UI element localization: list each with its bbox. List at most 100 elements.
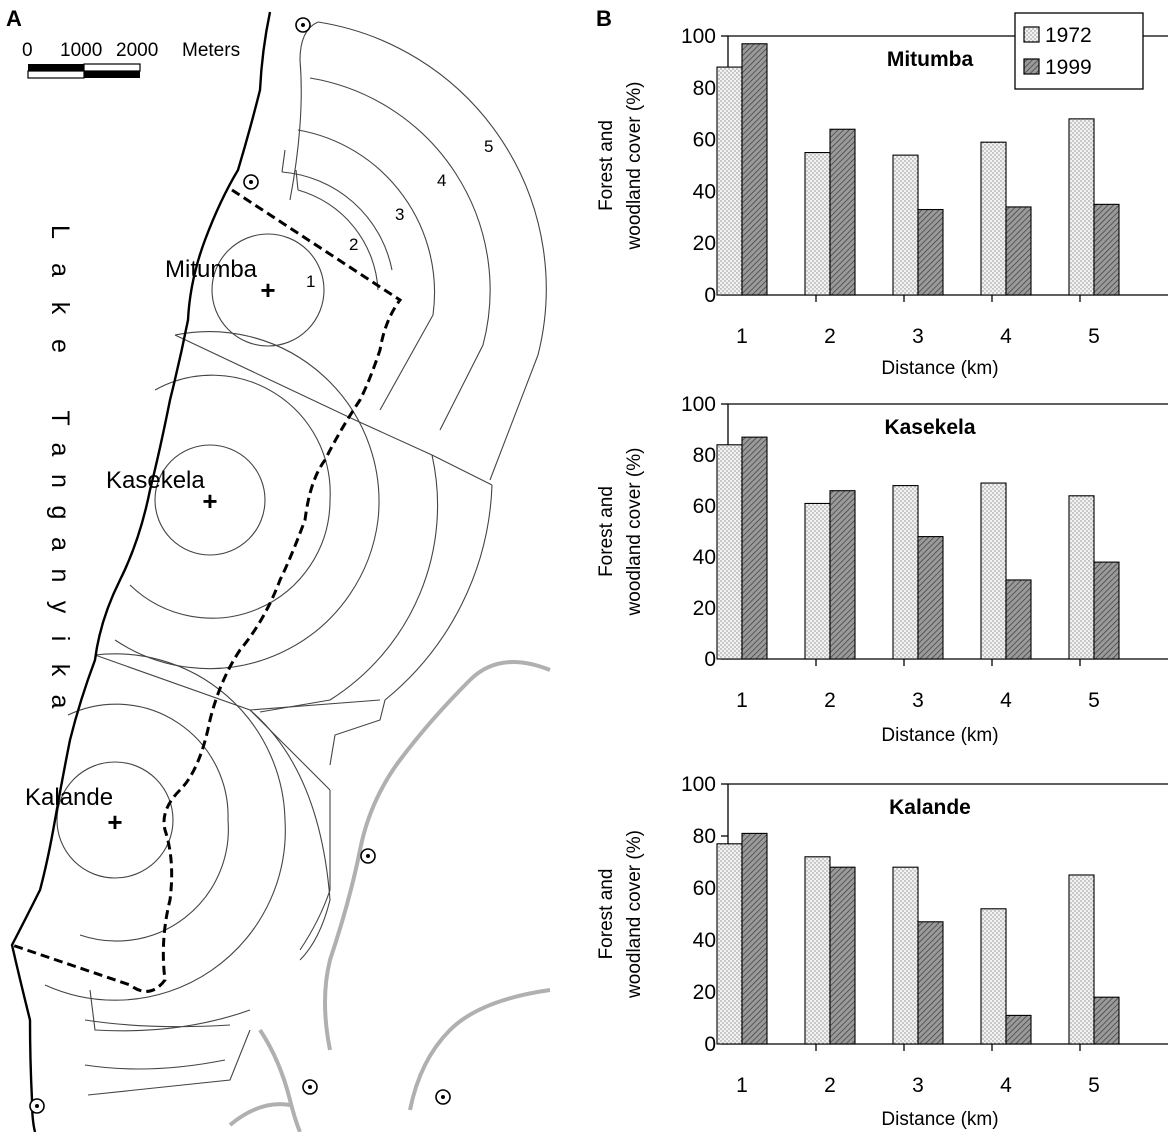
lake-name-letter: i bbox=[46, 636, 74, 642]
bar-1972-4 bbox=[980, 908, 1007, 1045]
river bbox=[258, 1028, 302, 1132]
y-tick-label: 20 bbox=[693, 981, 716, 1004]
bar-1972-2 bbox=[804, 152, 831, 296]
scale-tick-2000: 2000 bbox=[116, 40, 158, 61]
ring-kalande-1 bbox=[56, 761, 174, 879]
ring-kasekela-4 bbox=[259, 454, 439, 713]
ring-mitumba-2b bbox=[281, 171, 393, 271]
village-marker bbox=[243, 174, 259, 190]
study-area-map: A 0 1000 2000 Meters La k e Ta n g a n y i k a bbox=[6, 6, 551, 1132]
bar-1999-2 bbox=[829, 490, 856, 660]
village-marker bbox=[360, 848, 376, 864]
community-label-kasekela: Kasekela bbox=[106, 467, 205, 494]
ring-mitumba-1 bbox=[211, 233, 325, 347]
y-tick-label: 60 bbox=[693, 495, 716, 518]
sector-divider bbox=[94, 654, 331, 791]
ring-mitumba-3 bbox=[297, 129, 436, 411]
legend-label-1999: 1999 bbox=[1045, 56, 1092, 79]
lake-name-letter: e bbox=[46, 339, 74, 353]
lake-shoreline bbox=[10, 11, 272, 1132]
lake-name-letter: a bbox=[46, 537, 74, 551]
bar-1999-3 bbox=[917, 921, 944, 1045]
y-tick-label: 40 bbox=[693, 929, 716, 952]
ring-mitumba-5 bbox=[317, 21, 547, 481]
legend-swatch-1972 bbox=[1023, 26, 1040, 43]
scale-segment bbox=[27, 70, 85, 79]
y-axis-label: Forest and bbox=[596, 120, 617, 211]
x-axis-label: Distance (km) bbox=[881, 358, 998, 379]
scale-segment bbox=[28, 64, 84, 71]
bar-1972-1 bbox=[716, 843, 743, 1045]
village-marker bbox=[302, 1079, 318, 1095]
y-tick-label: 40 bbox=[693, 546, 716, 569]
legend-label-1972: 1972 bbox=[1045, 24, 1092, 47]
scale-tick-1000: 1000 bbox=[60, 40, 102, 61]
x-axis-label: Distance (km) bbox=[881, 1109, 998, 1130]
bar-1972-5 bbox=[1068, 495, 1095, 660]
sector-divider bbox=[249, 699, 381, 711]
y-axis-label: woodland cover (%) bbox=[624, 448, 645, 617]
community-label-mitumba: Mitumba bbox=[165, 256, 258, 283]
ring-number: 5 bbox=[484, 137, 493, 156]
center-cross-icon: + bbox=[202, 486, 217, 516]
ring-kasekela-2 bbox=[129, 374, 331, 619]
lake-name-letter: g bbox=[46, 506, 74, 520]
bar-1999-1 bbox=[741, 436, 768, 660]
lake-name-letter: k bbox=[46, 302, 74, 315]
village-marker bbox=[29, 1098, 45, 1114]
ring-number: 3 bbox=[395, 205, 404, 224]
x-axis-label: Distance (km) bbox=[881, 725, 998, 746]
ring-kasekela-1 bbox=[154, 444, 266, 556]
y-tick-label: 60 bbox=[693, 129, 716, 152]
bar-1999-4 bbox=[1005, 579, 1032, 660]
x-tick-label: 1 bbox=[736, 689, 748, 712]
lake-name-letter: a bbox=[46, 443, 74, 457]
center-cross-icon: + bbox=[107, 807, 122, 837]
lake-name-letter: L bbox=[46, 225, 74, 239]
x-tick-label: 2 bbox=[824, 325, 836, 348]
bar-1999-3 bbox=[917, 536, 944, 660]
bar-1972-5 bbox=[1068, 118, 1095, 296]
bar-1972-1 bbox=[716, 66, 743, 296]
ring-kasekela-5 bbox=[329, 484, 493, 766]
ring-connector bbox=[281, 149, 299, 191]
park-boundary bbox=[11, 188, 403, 993]
y-axis-label: Forest and bbox=[596, 486, 617, 577]
ring-number: 4 bbox=[437, 171, 446, 190]
bar-1972-1 bbox=[716, 444, 743, 660]
x-tick-label: 4 bbox=[1000, 689, 1012, 712]
x-tick-label: 2 bbox=[824, 1074, 836, 1097]
lake-name-letter: a bbox=[46, 263, 74, 277]
ring-kalande-2 bbox=[67, 703, 229, 942]
y-tick-label: 20 bbox=[693, 597, 716, 620]
x-tick-label: 1 bbox=[736, 1074, 748, 1097]
y-tick-label: 100 bbox=[681, 25, 716, 48]
ring-mitumba-2 bbox=[297, 189, 379, 291]
x-tick-label: 5 bbox=[1088, 689, 1100, 712]
lake-name-letter: a bbox=[46, 695, 74, 709]
bar-1972-2 bbox=[804, 502, 831, 660]
village-markers bbox=[29, 17, 451, 1114]
river bbox=[323, 660, 551, 1051]
bar-1999-3 bbox=[917, 208, 944, 296]
bar-1999-5 bbox=[1093, 996, 1120, 1045]
x-tick-label: 2 bbox=[824, 689, 836, 712]
chart-title: Mitumba bbox=[887, 48, 974, 71]
bar-1972-5 bbox=[1068, 874, 1095, 1045]
ring-kalande-5 bbox=[299, 790, 331, 951]
village-marker bbox=[435, 1089, 451, 1105]
ring-kalande-3 bbox=[44, 653, 286, 1001]
lake-name-letter: y bbox=[46, 601, 74, 614]
scale-unit: Meters bbox=[182, 40, 240, 61]
bar-1972-4 bbox=[980, 482, 1007, 660]
ring-kalande-outer bbox=[84, 989, 251, 1096]
panel-a-letter: A bbox=[6, 6, 22, 31]
y-axis-label: woodland cover (%) bbox=[624, 82, 645, 251]
bar-1999-5 bbox=[1093, 561, 1120, 660]
scale-tick-0: 0 bbox=[22, 40, 33, 61]
bar-1972-3 bbox=[892, 154, 919, 296]
x-tick-label: 1 bbox=[736, 325, 748, 348]
chart-kalande: 0 20 40 60 80 100 1 2 3 4 5 Kalande Distance (km) For… bbox=[596, 773, 1168, 1130]
y-tick-label: 0 bbox=[704, 284, 716, 307]
